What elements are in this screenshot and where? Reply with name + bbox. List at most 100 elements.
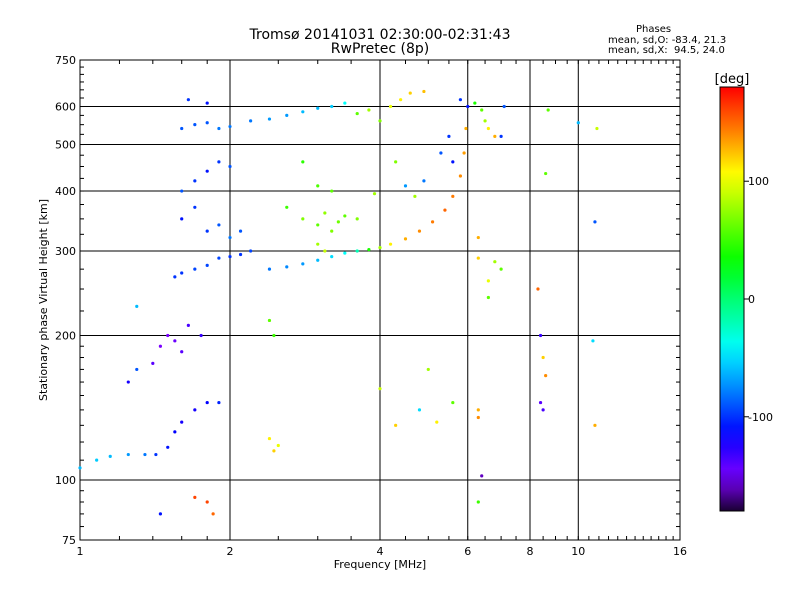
- data-point-x: [591, 339, 595, 343]
- colorbar-tick-label: 0: [748, 293, 755, 306]
- data-point-o: [143, 452, 147, 457]
- data-point-o: [458, 98, 463, 102]
- stats-line-o: mean, sd,O: -83.4, 21.3: [608, 35, 727, 46]
- data-point-x: [576, 121, 580, 125]
- data-point-x: [372, 192, 377, 196]
- data-point-o: [249, 119, 253, 123]
- data-point-x: [330, 229, 334, 233]
- data-point-o: [199, 333, 203, 338]
- data-point-o: [126, 452, 130, 457]
- data-point-x: [394, 423, 398, 427]
- data-point-o: [343, 251, 347, 255]
- data-point-o: [217, 400, 221, 405]
- data-point-x: [541, 355, 545, 360]
- data-point-x: [272, 449, 276, 453]
- data-point-x: [595, 126, 599, 131]
- data-point-o: [439, 151, 443, 155]
- data-point-o: [205, 101, 209, 105]
- data-point-o: [217, 223, 221, 227]
- data-point-x: [493, 260, 497, 264]
- data-point-x: [413, 194, 417, 198]
- data-point-o: [193, 408, 197, 412]
- data-point-o: [403, 184, 408, 188]
- x-tick-label: 4: [377, 545, 384, 558]
- data-point-o: [330, 104, 334, 109]
- data-point-o: [378, 245, 382, 250]
- data-point-o: [466, 104, 470, 109]
- data-point-o: [249, 249, 253, 253]
- data-point-x: [435, 420, 439, 424]
- data-point-o: [228, 235, 232, 240]
- data-point-o: [180, 126, 184, 131]
- data-point-x: [205, 500, 209, 504]
- data-point-o: [486, 126, 490, 131]
- data-point-x: [544, 171, 548, 176]
- data-point-x: [285, 205, 289, 209]
- data-point-x: [399, 98, 403, 102]
- y-tick-label: 750: [55, 54, 76, 67]
- data-point-o: [228, 124, 232, 129]
- y-tick-label: 75: [62, 534, 76, 547]
- data-point-x: [336, 220, 340, 224]
- data-point-o: [205, 229, 209, 233]
- data-point-o: [78, 466, 82, 470]
- data-point-o: [151, 361, 155, 365]
- data-point-o: [464, 126, 468, 131]
- data-point-x: [211, 512, 215, 516]
- data-point-x: [486, 279, 490, 283]
- data-point-o: [458, 174, 463, 178]
- data-point-o: [95, 458, 99, 462]
- data-point-o: [193, 205, 197, 209]
- data-point-o: [499, 134, 503, 138]
- data-point-x: [426, 367, 430, 372]
- data-point-o: [217, 126, 221, 131]
- data-point-x: [408, 91, 412, 95]
- data-point-x: [301, 160, 305, 164]
- colorbar-tick-label: 100: [748, 175, 769, 188]
- data-point-o: [193, 179, 197, 183]
- data-point-x: [480, 474, 484, 478]
- data-point-o: [217, 160, 221, 164]
- data-point-x: [536, 287, 540, 291]
- data-point-o: [173, 339, 177, 343]
- data-point-o: [154, 452, 158, 457]
- data-point-o: [186, 98, 190, 102]
- data-point-o: [180, 189, 184, 193]
- data-point-o: [180, 350, 184, 354]
- data-point-x: [538, 333, 543, 338]
- data-point-o: [447, 134, 451, 138]
- data-point-o: [238, 252, 243, 257]
- data-point-x: [378, 387, 382, 391]
- data-point-o: [502, 104, 506, 109]
- y-tick-label: 400: [55, 185, 76, 198]
- data-point-o: [186, 323, 190, 327]
- data-point-x: [126, 380, 130, 384]
- data-point-o: [205, 169, 209, 173]
- data-point-x: [323, 211, 327, 215]
- y-tick-label: 200: [55, 330, 76, 343]
- data-point-x: [476, 235, 480, 240]
- data-point-o: [403, 237, 408, 241]
- y-axis-label: Stationary phase Virtual Height [km]: [37, 199, 50, 401]
- data-point-o: [422, 179, 426, 183]
- data-point-x: [355, 111, 359, 116]
- data-point-o: [417, 229, 422, 233]
- y-tick-label: 100: [55, 474, 76, 487]
- colorbar-label: [deg]: [715, 72, 750, 87]
- y-tick-label: 600: [55, 101, 76, 114]
- data-point-o: [193, 267, 197, 271]
- data-point-o: [173, 275, 177, 279]
- data-point-o: [238, 229, 243, 233]
- data-point-o: [493, 134, 497, 138]
- data-point-o: [367, 248, 371, 252]
- data-point-o: [166, 333, 170, 338]
- data-point-o: [451, 160, 455, 164]
- data-point-x: [476, 408, 480, 412]
- data-point-x: [276, 443, 280, 448]
- data-point-x: [476, 415, 480, 420]
- data-point-x: [267, 318, 272, 323]
- stats-line-x: mean, sd,X: 94.5, 24.0: [608, 45, 725, 56]
- data-point-x: [158, 512, 163, 516]
- data-point-x: [476, 500, 480, 504]
